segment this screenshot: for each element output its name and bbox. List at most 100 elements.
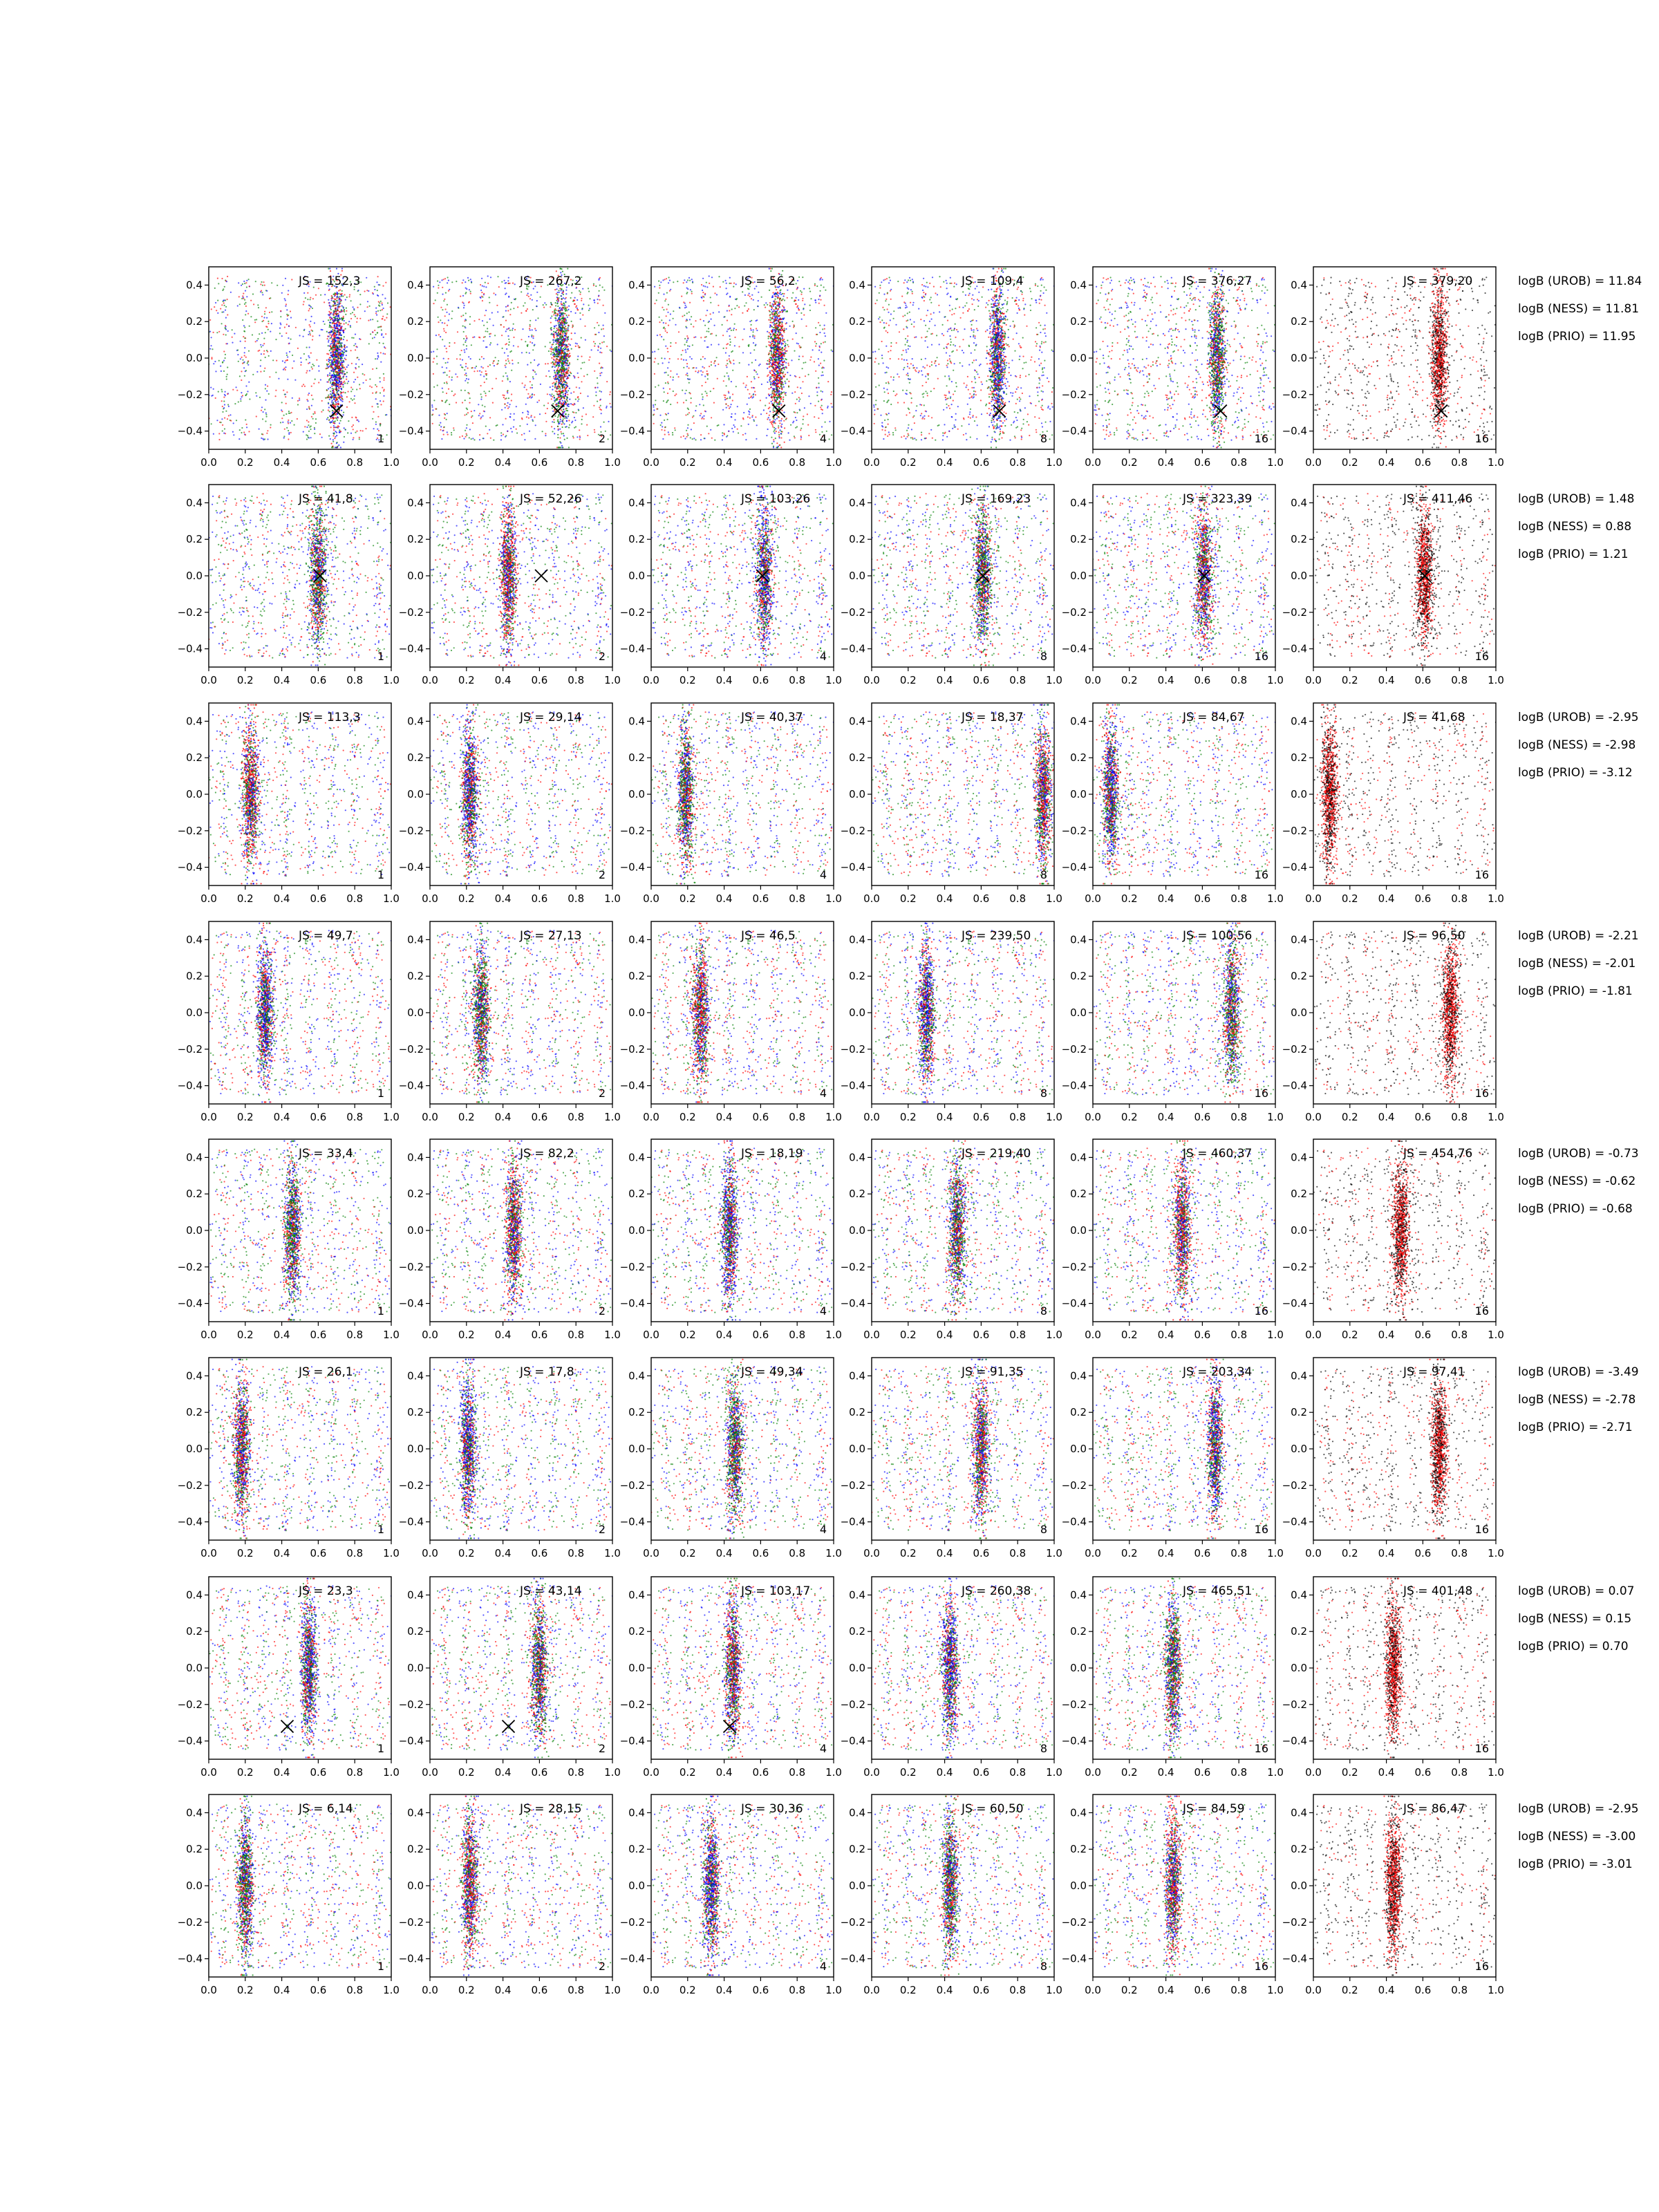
bayes-factor-label: logB (NESS) = -3.00 [1518, 1830, 1635, 1844]
y-tick-label: 0.2 [849, 1625, 865, 1638]
x-tick-label: 0.0 [1085, 1547, 1101, 1559]
js-label: JS = 379,20 [1403, 274, 1472, 288]
scatter-points [872, 1578, 1056, 1759]
x-tick-label: 0.4 [1158, 1984, 1174, 1996]
x-tick-label: 1.0 [1488, 456, 1504, 469]
x-tick-label: 0.8 [789, 456, 805, 469]
scatter-points [431, 268, 613, 449]
scatter-points [208, 1359, 391, 1539]
y-tick-label: 0.0 [849, 352, 865, 364]
x-tick-label: 0.0 [1305, 1984, 1322, 1996]
axes-frame [209, 921, 391, 1104]
scatter-points [1094, 923, 1276, 1103]
y-tick-label: 0.4 [1291, 1151, 1307, 1163]
x-tick-label: 0.2 [237, 1111, 254, 1123]
bayes-factor-label: logB (PRIO) = 0.70 [1518, 1640, 1629, 1653]
x-tick-label: 0.8 [346, 1766, 363, 1779]
y-tick-label: 0.2 [1291, 315, 1307, 328]
x-tick-label: 0.6 [1414, 1984, 1431, 1996]
x-tick-label: 0.4 [274, 892, 290, 905]
x-tick-label: 0.6 [310, 1111, 326, 1123]
panel-r6-c1: 0.0 0.2 0.4 0.6 0.8 1.00.40.20.0−0.2−0.4JS = … [178, 1358, 400, 1559]
x-tick-label: 0.2 [900, 674, 917, 686]
scatter-points [871, 486, 1054, 666]
panel-r4-c1: 0.0 0.2 0.4 0.6 0.8 1.00.40.20.0−0.2−0.4JS = … [178, 921, 400, 1123]
x-tick-label: 0.4 [1158, 456, 1174, 469]
x-tick-label: 0.2 [458, 674, 475, 686]
x-tick-label: 1.0 [1046, 892, 1062, 905]
x-tick-label: 0.2 [1342, 1329, 1358, 1341]
panel-r6-c3: 0.0 0.2 0.4 0.6 0.8 1.00.40.20.0−0.2−0.4JS = … [620, 1358, 842, 1559]
x-tick-label: 0.4 [495, 674, 512, 686]
x-tick-label: 0.0 [1085, 1984, 1101, 1996]
x-tick-label: 0.6 [531, 1329, 547, 1341]
x-tick-label: 1.0 [1267, 1111, 1284, 1123]
y-tick-label: 0.0 [849, 1880, 865, 1892]
y-tick-label: 0.0 [849, 1443, 865, 1455]
y-tick-label: 0.4 [849, 1588, 865, 1601]
y-tick-label: −0.4 [620, 1953, 645, 1965]
y-tick-label: 0.4 [1291, 1806, 1307, 1819]
y-tick-label: −0.4 [1062, 1953, 1087, 1965]
x-tick-label: 0.8 [568, 1111, 584, 1123]
panel-r8-c2: 0.0 0.2 0.4 0.6 0.8 1.00.40.20.0−0.2−0.4JS = … [399, 1794, 621, 1996]
y-tick-label: 0.2 [186, 1625, 203, 1638]
x-tick-label: 0.0 [422, 1547, 438, 1559]
panel-count-label: 2 [599, 1304, 606, 1318]
x-tick-label: 0.6 [310, 456, 326, 469]
y-tick-label: −0.4 [841, 1297, 865, 1310]
panel-r3-c5: 0.0 0.2 0.4 0.6 0.8 1.00.40.20.0−0.2−0.4JS = … [1062, 703, 1284, 905]
js-label: JS = 23,3 [298, 1584, 353, 1598]
y-tick-label: 0.0 [407, 788, 424, 800]
x-tick-label: 1.0 [604, 1111, 621, 1123]
y-tick-label: 0.2 [186, 533, 203, 545]
x-tick-label: 0.4 [1158, 1547, 1174, 1559]
x-tick-label: 0.0 [1305, 1329, 1322, 1341]
y-tick-label: 0.4 [628, 933, 645, 946]
scatter-points [208, 486, 391, 666]
y-tick-label: −0.2 [178, 825, 203, 837]
y-tick-label: 0.0 [1291, 1443, 1307, 1455]
x-tick-label: 0.4 [495, 1329, 512, 1341]
axes-frame [872, 703, 1054, 885]
scatter-points [1092, 1359, 1275, 1539]
y-tick-label: 0.2 [628, 533, 645, 545]
js-label: JS = 460,37 [1182, 1147, 1252, 1161]
y-tick-label: −0.2 [620, 388, 645, 401]
panel-count-label: 4 [820, 1304, 827, 1318]
x-tick-label: 0.0 [422, 1329, 438, 1341]
y-tick-label: −0.4 [399, 1080, 424, 1092]
y-tick-label: −0.4 [399, 1516, 424, 1528]
y-tick-label: −0.2 [1282, 1698, 1307, 1711]
y-tick-label: −0.4 [1282, 643, 1307, 655]
x-tick-label: 0.2 [679, 1111, 696, 1123]
bayes-factor-label: logB (NESS) = 0.15 [1518, 1612, 1631, 1626]
panel-r6-c4: 0.0 0.2 0.4 0.6 0.8 1.00.40.20.0−0.2−0.4JS = … [841, 1358, 1062, 1559]
panel-r1-c2: 0.0 0.2 0.4 0.6 0.8 1.00.40.20.0−0.2−0.4JS = … [399, 267, 621, 469]
y-tick-label: −0.2 [178, 388, 203, 401]
x-tick-label: 1.0 [1488, 674, 1504, 686]
panel-count-label: 16 [1475, 432, 1489, 445]
x-tick-label: 0.4 [937, 1547, 953, 1559]
panel-count-label: 2 [599, 432, 606, 445]
js-label: JS = 18,19 [740, 1147, 803, 1161]
scatter-points [208, 1141, 391, 1321]
y-tick-label: 0.2 [407, 751, 424, 764]
y-tick-label: 0.4 [186, 1588, 203, 1601]
x-tick-label: 0.2 [1342, 892, 1358, 905]
x-tick-label: 0.2 [237, 1984, 254, 1996]
x-tick-label: 0.8 [568, 456, 584, 469]
x-tick-label: 0.6 [973, 1547, 989, 1559]
x-tick-label: 0.4 [1158, 892, 1174, 905]
scatter-points [429, 486, 612, 666]
y-tick-label: 0.2 [849, 1188, 865, 1200]
panel-r7-c6: 0.0 0.2 0.4 0.6 0.8 1.00.40.20.0−0.2−0.4JS = … [1282, 1577, 1504, 1779]
x-tick-label: 1.0 [1046, 1329, 1062, 1341]
x-tick-label: 0.0 [200, 1111, 217, 1123]
x-tick-label: 0.8 [1009, 1766, 1026, 1779]
y-tick-label: −0.2 [178, 1479, 203, 1492]
